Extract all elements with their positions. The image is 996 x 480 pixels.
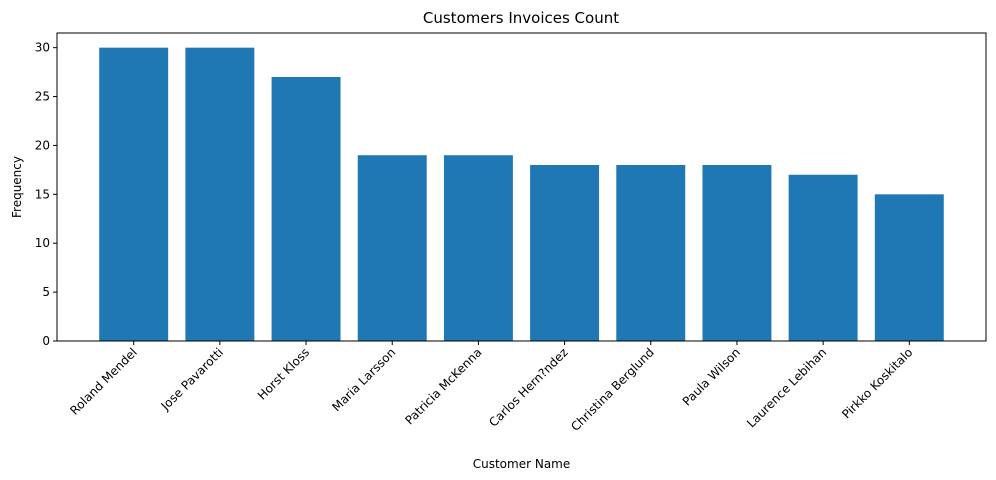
bar-5 xyxy=(443,155,513,341)
x-axis-label: Customer Name xyxy=(473,457,571,471)
bar-10 xyxy=(874,194,944,341)
y-axis-ticks: 0 5 10 15 20 25 30 xyxy=(35,41,57,348)
chart-title: Customers Invoices Count xyxy=(423,9,619,27)
x-tick-label: Paula Wilson xyxy=(680,345,743,408)
bars-group xyxy=(99,47,944,342)
y-tick-label: 15 xyxy=(35,187,50,201)
x-axis-ticks: Roland Mendel Jose Pavarotti Horst Kloss Ma… xyxy=(67,341,915,434)
x-tick-label: Horst Kloss xyxy=(255,345,312,402)
x-tick-label: Carlos Hern?ndez xyxy=(486,345,570,429)
y-tick-label: 10 xyxy=(35,236,50,250)
x-tick-label: Patricia McKenna xyxy=(402,345,484,427)
plot-frame xyxy=(56,32,987,342)
bar-8 xyxy=(702,165,772,341)
x-tick-label: Roland Mendel xyxy=(67,345,140,418)
y-tick-label: 30 xyxy=(35,41,50,55)
y-tick-label: 20 xyxy=(35,138,50,152)
y-tick-label: 0 xyxy=(42,334,50,348)
y-tick-label: 25 xyxy=(35,90,50,104)
bar-4 xyxy=(357,155,427,341)
bar-7 xyxy=(616,165,686,341)
bar-3 xyxy=(271,77,341,341)
y-axis-label: Frequency xyxy=(10,156,24,218)
x-tick-label: Jose Pavarotti xyxy=(158,345,226,413)
y-tick-label: 5 xyxy=(42,285,50,299)
x-tick-label: Pirkko Koskitalo xyxy=(839,345,915,421)
bar-9 xyxy=(788,174,858,341)
x-tick-label: Laurence Lebihan xyxy=(744,345,829,430)
bar-6 xyxy=(530,165,600,341)
bar-2 xyxy=(185,47,255,342)
x-tick-label: Maria Larsson xyxy=(329,345,398,414)
x-tick-label: Christina Berglund xyxy=(568,345,657,434)
bar-1 xyxy=(99,47,169,342)
